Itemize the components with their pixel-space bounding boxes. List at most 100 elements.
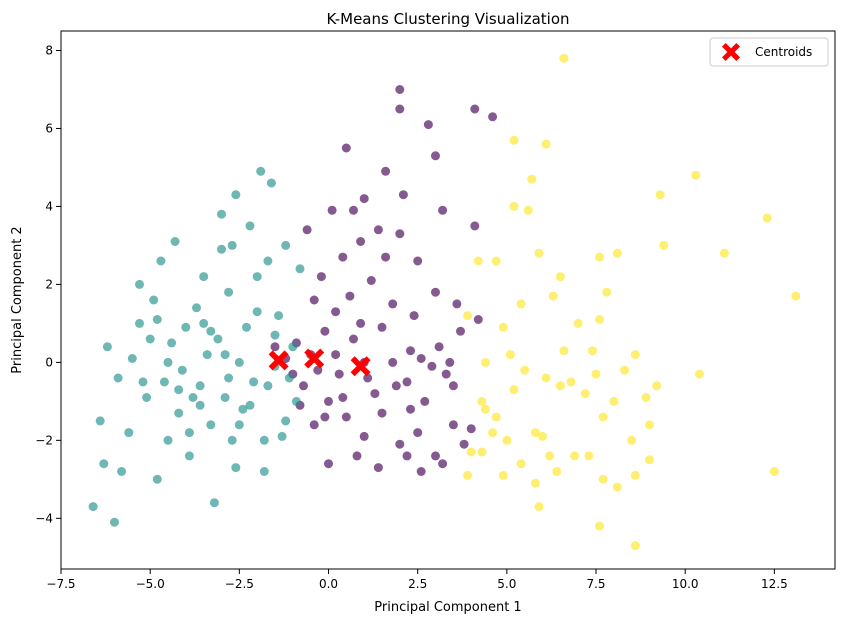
data-point (488, 428, 498, 438)
legend-box (709, 37, 829, 67)
data-point (463, 311, 473, 321)
data-point (127, 354, 137, 363)
data-point (177, 365, 187, 375)
data-point (341, 143, 351, 153)
data-point (195, 400, 205, 410)
data-point (220, 350, 230, 360)
x-tick-label: −5.0 (136, 577, 165, 591)
data-point (359, 194, 369, 204)
data-point (227, 240, 237, 250)
data-point (192, 303, 201, 313)
data-point (645, 420, 654, 430)
data-point (338, 252, 348, 262)
data-point (281, 416, 291, 426)
data-point (377, 322, 387, 332)
data-point (295, 264, 305, 274)
data-point (356, 237, 366, 246)
data-point (110, 517, 119, 527)
data-point (420, 396, 430, 406)
data-point (316, 272, 326, 282)
x-tick-label: 10.0 (672, 577, 699, 591)
data-point (431, 151, 440, 161)
x-axis-label: Principal Component 1 (374, 600, 521, 615)
data-point (366, 276, 376, 285)
x-tick-label: 5.0 (497, 577, 516, 591)
data-point (427, 361, 437, 371)
data-point (381, 252, 391, 262)
centroid-markers (268, 348, 371, 377)
data-point (416, 354, 426, 363)
data-point (652, 381, 662, 391)
data-point (156, 256, 166, 266)
data-point (102, 342, 112, 352)
data-point (302, 225, 312, 235)
data-point (245, 221, 255, 231)
data-point (591, 369, 601, 379)
data-point (530, 428, 540, 438)
centroid-marker (350, 356, 371, 377)
data-point (488, 112, 498, 122)
data-point (277, 431, 287, 441)
data-point (509, 385, 519, 395)
data-point (598, 474, 608, 484)
data-point (473, 315, 483, 324)
data-point (138, 377, 148, 387)
data-point (167, 338, 177, 348)
data-point (509, 135, 519, 145)
data-point (299, 381, 308, 391)
data-point (184, 451, 194, 461)
x-tick-label: 2.5 (408, 577, 427, 591)
data-point (163, 357, 173, 367)
data-point (145, 334, 155, 344)
data-point (527, 174, 537, 184)
data-point (324, 459, 333, 469)
data-point (99, 459, 109, 469)
data-point (309, 295, 319, 305)
data-point (595, 252, 605, 262)
data-point (398, 190, 408, 200)
plot-frame (60, 30, 836, 570)
data-point (391, 381, 401, 391)
data-point (612, 248, 622, 258)
data-point (552, 467, 562, 476)
data-point (466, 424, 476, 434)
data-point (645, 455, 654, 465)
x-tick-label: −7.5 (46, 577, 75, 591)
data-point (448, 420, 458, 430)
data-point (231, 190, 241, 200)
data-point (395, 85, 405, 94)
data-point (363, 373, 373, 383)
data-point (234, 420, 244, 430)
data-point (152, 474, 162, 484)
data-point (320, 412, 330, 422)
data-point (181, 322, 191, 332)
data-point (438, 459, 448, 469)
data-point (538, 431, 547, 441)
data-point (206, 420, 216, 430)
data-point (195, 381, 205, 391)
data-point (88, 502, 98, 512)
data-point (584, 451, 594, 461)
data-point (431, 451, 440, 461)
data-point (149, 295, 159, 305)
data-point (199, 318, 209, 328)
data-point (334, 369, 344, 379)
data-point (224, 373, 234, 383)
data-point (627, 435, 637, 445)
data-point (452, 299, 462, 309)
data-point (441, 369, 451, 379)
data-point (534, 502, 544, 512)
data-point (188, 393, 198, 402)
data-point (256, 166, 266, 176)
data-point (630, 470, 640, 480)
data-point (448, 381, 458, 391)
y-tick-label: −4 (35, 511, 53, 525)
data-point (445, 357, 455, 367)
data-point (566, 377, 576, 387)
x-axis-ticks: −7.5 −5.0 −2.5 0.0 2.5 5.0 7.5 10.0 12.5 (46, 569, 788, 591)
data-point (341, 412, 351, 422)
data-point (473, 256, 483, 266)
data-point (266, 178, 276, 188)
